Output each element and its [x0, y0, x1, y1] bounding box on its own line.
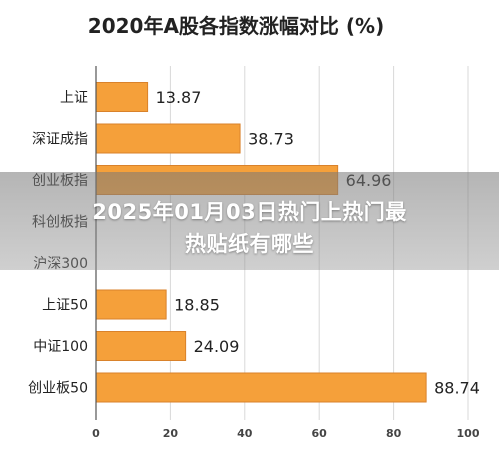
- value-label: 38.73: [248, 130, 294, 149]
- x-tick-label: 20: [163, 427, 179, 440]
- x-axis-ticks: 0 20 40 60 80 100: [92, 427, 480, 440]
- chart-title: 2020年A股各指数涨幅对比 (%): [88, 14, 384, 38]
- x-tick-label: 100: [457, 427, 480, 440]
- overlay-title-line-1: 2025年01月03日热门上热门最: [92, 200, 407, 224]
- value-label: 18.85: [174, 296, 220, 315]
- category-label: 中证100: [33, 339, 88, 355]
- x-tick-label: 40: [237, 427, 253, 440]
- category-label: 深证成指: [32, 132, 88, 148]
- value-label: 24.09: [194, 337, 240, 356]
- bar: [95, 331, 187, 361]
- category-label: 上证: [60, 90, 88, 106]
- x-tick-label: 60: [312, 427, 328, 440]
- category-label: 上证50: [42, 298, 88, 314]
- value-label: 13.87: [156, 88, 202, 107]
- bar: [95, 123, 241, 154]
- bar: [95, 372, 427, 403]
- bar: [95, 82, 149, 112]
- x-tick-label: 80: [386, 427, 402, 440]
- overlay-title-line-2: 热贴纸有哪些: [185, 232, 314, 256]
- bar: [95, 289, 167, 320]
- value-label: 88.74: [434, 379, 480, 398]
- overlay-banner: [0, 172, 499, 270]
- category-label: 创业板50: [28, 381, 88, 397]
- x-tick-label: 0: [92, 427, 100, 440]
